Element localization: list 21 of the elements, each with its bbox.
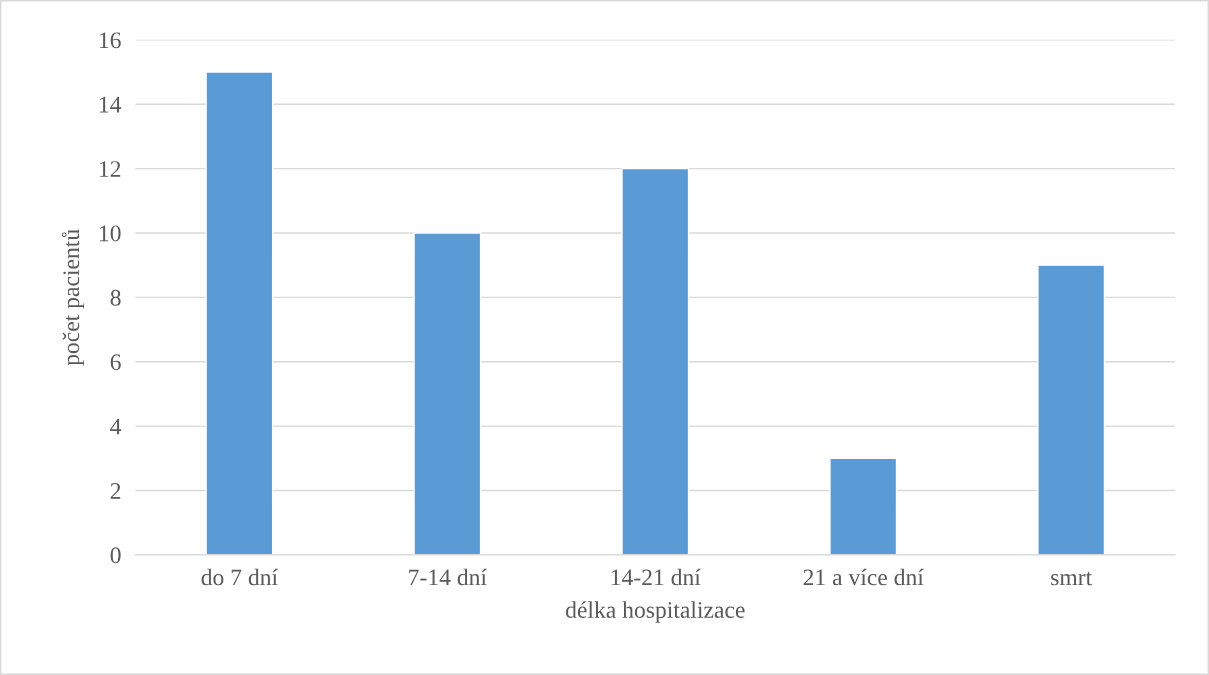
x-tick-label: do 7 dní	[201, 568, 278, 586]
y-tick-label: 2	[110, 483, 121, 499]
bar	[621, 167, 690, 555]
y-tick-label: 10	[99, 225, 121, 242]
y-tick-label: 16	[99, 32, 121, 49]
x-tick-label: 7-14 dní	[409, 568, 487, 586]
x-tick-label: smrt	[1051, 571, 1093, 586]
y-tick-label: 4	[110, 418, 122, 435]
bar	[829, 457, 898, 555]
bar	[413, 232, 482, 555]
bar	[1037, 264, 1106, 555]
y-tick-label: 6	[110, 354, 121, 371]
bar	[205, 71, 274, 555]
x-tick-label: 21 a více dní	[803, 568, 924, 586]
y-tick-label: 14	[99, 96, 122, 113]
y-tick-label: 12	[99, 161, 121, 177]
y-tick-label: 0	[110, 547, 121, 564]
y-tick-label: 8	[110, 289, 121, 306]
y-axis-title: počet pacientů	[61, 229, 85, 366]
x-axis-title: délka hospitalizace	[565, 601, 745, 623]
x-tick-label: 14-21 dní	[611, 568, 701, 586]
